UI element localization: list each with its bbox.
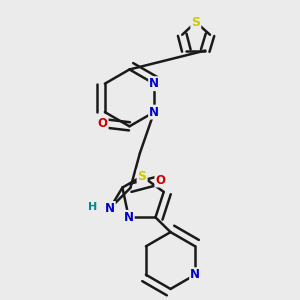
Text: H: H [88,202,97,212]
Text: N: N [124,211,134,224]
Text: N: N [105,202,115,215]
Text: S: S [191,16,200,28]
Text: N: N [149,106,159,118]
Text: N: N [149,77,159,90]
Text: S: S [138,170,147,183]
Text: O: O [98,117,108,130]
Text: O: O [155,173,165,187]
Text: N: N [190,268,200,281]
